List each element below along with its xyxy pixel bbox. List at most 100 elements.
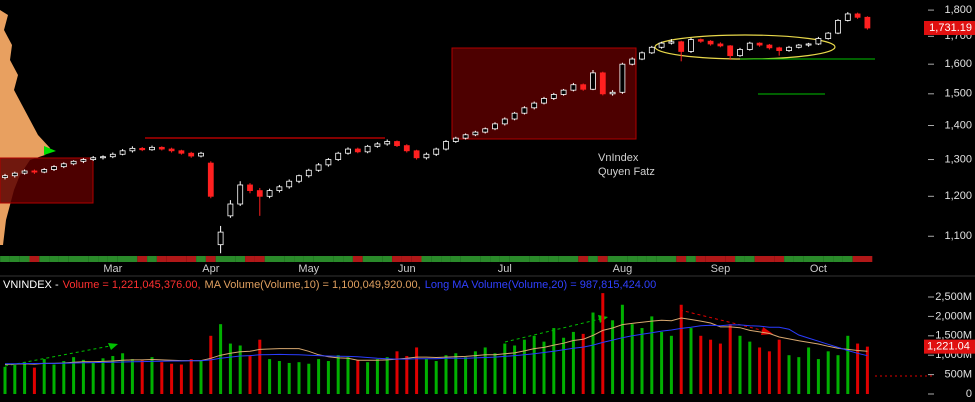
trend-strip xyxy=(323,256,334,262)
candle-body xyxy=(354,148,361,153)
candle-body xyxy=(550,94,557,99)
trend-strip xyxy=(127,256,138,262)
volume-bar xyxy=(346,357,350,395)
volume-bar xyxy=(405,355,409,395)
trend-strip xyxy=(176,256,187,262)
volume-bar xyxy=(826,351,830,395)
candle-body xyxy=(394,141,400,147)
trend-strip xyxy=(225,256,236,262)
trend-strip xyxy=(656,256,667,262)
candle-body xyxy=(756,42,763,46)
trend-strip xyxy=(19,256,30,262)
volume-bar xyxy=(846,335,850,395)
trend-strip xyxy=(735,256,745,262)
candle-body xyxy=(648,46,655,54)
candle-body xyxy=(188,152,195,157)
last-price-label: 1,731.19 xyxy=(929,22,972,34)
trend-strip xyxy=(352,256,363,262)
trend-strip xyxy=(754,256,765,262)
trend-strip xyxy=(842,256,853,262)
volume-bar xyxy=(777,339,781,395)
last-price-box xyxy=(924,20,975,35)
candle-body xyxy=(217,231,224,246)
volume-bar xyxy=(571,331,575,395)
volume-bar xyxy=(699,335,703,395)
candle-body xyxy=(521,107,528,114)
volume-bar xyxy=(836,355,840,395)
volume-bar xyxy=(738,335,742,395)
trend-strip xyxy=(362,256,373,262)
trend-strip xyxy=(519,256,530,262)
trend-strip xyxy=(490,256,500,262)
trend-strip xyxy=(862,256,873,262)
x-tick-label: Oct xyxy=(810,263,827,275)
candle-body xyxy=(80,159,87,162)
trend-strip xyxy=(499,256,510,262)
y-tick-label: 0 xyxy=(966,388,972,400)
trend-strip xyxy=(137,256,148,262)
volume-bar xyxy=(326,361,330,395)
volume-bar xyxy=(865,346,869,395)
trend-strip xyxy=(607,256,618,262)
volume-bar xyxy=(748,341,752,395)
candle-body xyxy=(207,162,214,197)
trend-strip xyxy=(166,256,177,262)
trend-strip xyxy=(715,256,726,262)
candle-body xyxy=(443,141,449,150)
volume-bar xyxy=(385,357,389,395)
volume-bar xyxy=(630,324,634,395)
candle-body xyxy=(737,49,743,57)
candle-body xyxy=(678,41,685,52)
trend-strip xyxy=(294,256,304,262)
x-tick-label: May xyxy=(298,263,319,275)
trend-strip xyxy=(78,256,89,262)
arrow xyxy=(44,146,56,155)
volume-bar xyxy=(669,335,673,395)
candle-body xyxy=(668,41,675,44)
arrow xyxy=(108,343,118,350)
volume-bar xyxy=(562,337,566,395)
volume-bar xyxy=(317,359,321,395)
trend-strip xyxy=(372,256,383,262)
legend: VNINDEX - Volume = 1,221,045,376.00, MA Vo… xyxy=(3,279,656,291)
volume-bar xyxy=(150,357,154,395)
candle-body xyxy=(403,145,410,152)
candle-body xyxy=(90,157,97,160)
trend-strip xyxy=(695,256,706,262)
trend-strip xyxy=(382,256,393,262)
candle-body xyxy=(178,150,185,154)
volume-bar xyxy=(395,351,399,395)
candle-body xyxy=(727,45,734,57)
trend-strip xyxy=(107,256,118,262)
candle-body xyxy=(501,118,508,125)
x-tick-label: Mar xyxy=(103,263,122,275)
candle-body xyxy=(413,150,420,159)
volume-bar xyxy=(287,362,291,395)
volume-bar xyxy=(62,361,66,395)
trend-strip xyxy=(558,256,569,262)
volume-bar xyxy=(121,353,125,395)
trend-strip xyxy=(254,256,265,262)
volume-bar xyxy=(856,343,860,395)
volume-bar xyxy=(787,355,791,395)
volume-bar xyxy=(513,345,517,395)
volume-bar xyxy=(532,335,536,395)
last-volume-label: 1,221.04 xyxy=(927,341,970,353)
candle-body xyxy=(374,143,381,147)
trend-strip xyxy=(803,256,814,262)
volume-bar xyxy=(160,362,164,395)
volume-bar xyxy=(199,361,203,395)
candle-body xyxy=(345,148,351,154)
candle-body xyxy=(70,160,77,165)
trend-strip xyxy=(578,256,589,262)
candle-body xyxy=(825,32,832,39)
volume-bar xyxy=(767,351,771,395)
trend-strip xyxy=(460,256,471,262)
trend-strip xyxy=(852,256,863,262)
trend-strip xyxy=(29,256,40,262)
volume-bar xyxy=(3,366,7,395)
candle-body xyxy=(423,153,430,159)
volume-bar xyxy=(81,359,85,395)
volume-bar xyxy=(807,347,811,395)
candle-body xyxy=(276,186,283,191)
